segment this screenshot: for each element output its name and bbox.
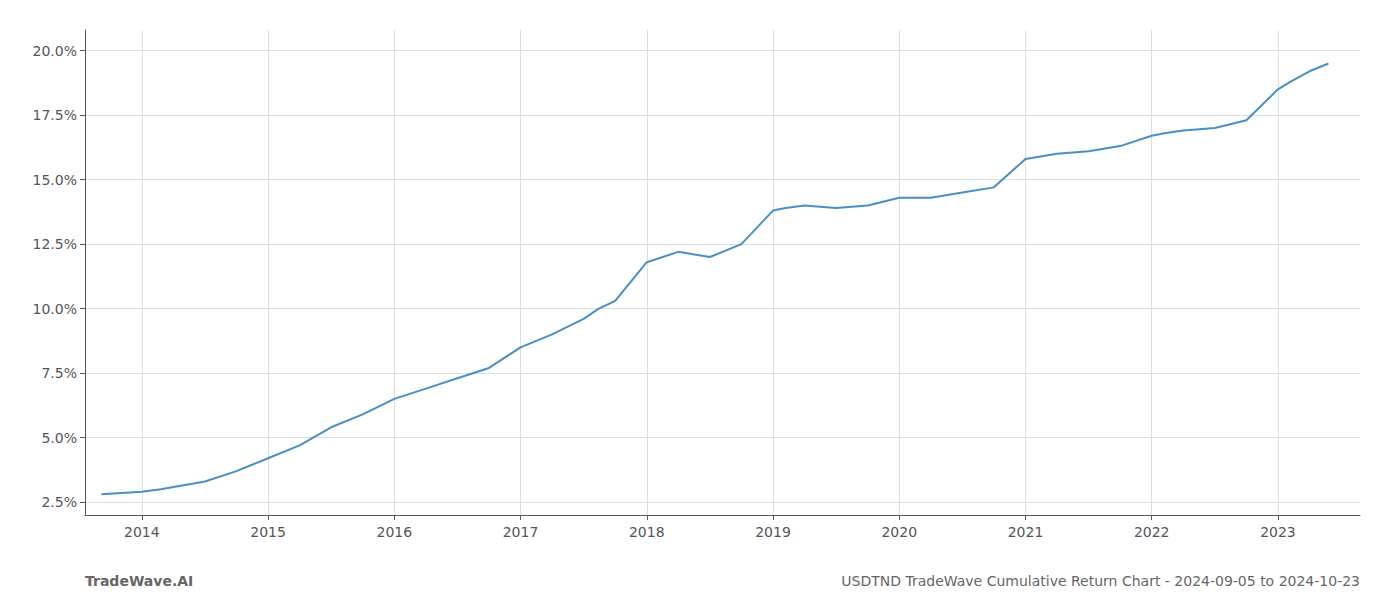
svg-text:17.5%: 17.5%: [33, 107, 77, 123]
svg-text:TradeWave.AI: TradeWave.AI: [85, 573, 193, 589]
svg-text:20.0%: 20.0%: [33, 43, 77, 59]
svg-text:2019: 2019: [755, 524, 791, 540]
svg-text:USDTND TradeWave Cumulative Re: USDTND TradeWave Cumulative Return Chart…: [841, 573, 1360, 589]
svg-text:2018: 2018: [629, 524, 665, 540]
svg-text:12.5%: 12.5%: [33, 236, 77, 252]
svg-text:2021: 2021: [1008, 524, 1044, 540]
svg-text:2.5%: 2.5%: [41, 494, 77, 510]
svg-text:5.0%: 5.0%: [41, 430, 77, 446]
svg-text:2022: 2022: [1134, 524, 1170, 540]
svg-text:2014: 2014: [124, 524, 160, 540]
svg-text:2020: 2020: [881, 524, 917, 540]
svg-text:10.0%: 10.0%: [33, 301, 77, 317]
svg-text:15.0%: 15.0%: [33, 172, 77, 188]
svg-text:2017: 2017: [503, 524, 539, 540]
svg-text:2016: 2016: [376, 524, 412, 540]
svg-text:7.5%: 7.5%: [41, 365, 77, 381]
svg-text:2023: 2023: [1260, 524, 1296, 540]
svg-text:2015: 2015: [250, 524, 286, 540]
